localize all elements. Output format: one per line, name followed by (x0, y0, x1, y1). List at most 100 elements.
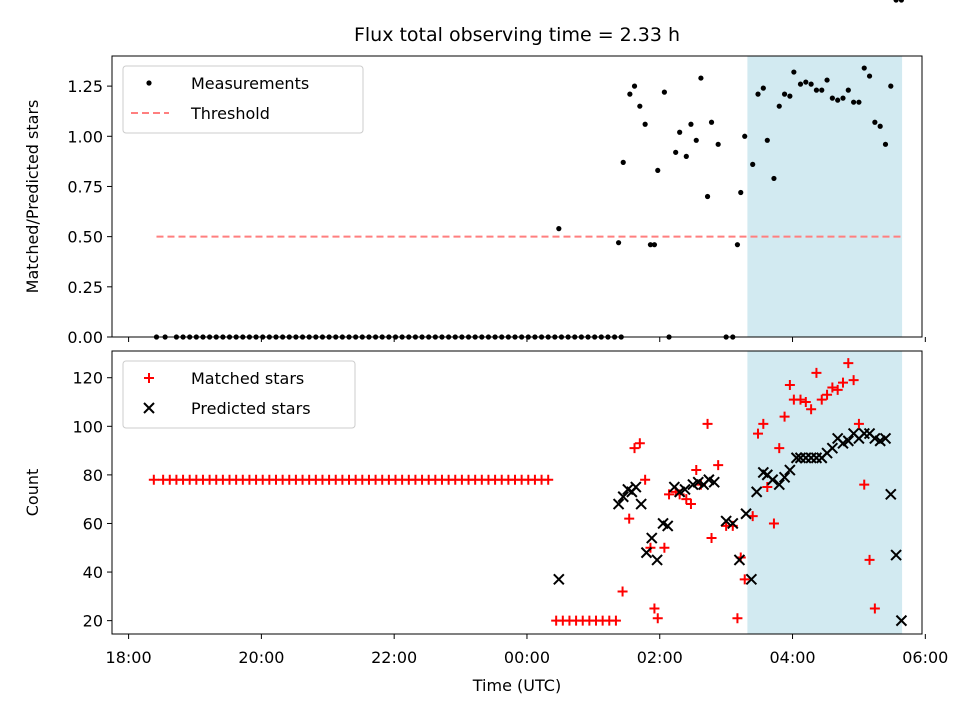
matched-star-point (617, 586, 628, 597)
matched-star-point (713, 460, 724, 471)
predicted-star-point (890, 549, 902, 561)
predicted-star-point (773, 478, 785, 491)
matched-star-point (806, 404, 817, 415)
matched-star-point (753, 428, 764, 439)
y-tick-label: 20 (83, 612, 103, 631)
matched-star-point (610, 615, 621, 626)
predicted-star-point (745, 573, 758, 586)
measurement-point (813, 87, 820, 93)
predicted-star-point (635, 498, 647, 510)
predicted-star-point (826, 442, 839, 454)
measurement-point (677, 129, 683, 135)
measurement-point (866, 73, 873, 79)
x-tick-label: 22:00 (371, 648, 417, 667)
matched-star-point (664, 489, 675, 500)
measurement-point (738, 189, 744, 196)
measurement-point (755, 91, 761, 97)
x-tick-label: 06:00 (902, 648, 948, 667)
predicted-star-point (640, 546, 653, 559)
legend: Measurements Threshold (122, 65, 364, 134)
legend-x-marker (143, 402, 155, 414)
measurement-point (651, 242, 658, 248)
legend-plus-marker (144, 373, 154, 383)
y-tick-label: 0.00 (67, 328, 103, 347)
measurement-point (898, 0, 905, 3)
predicted-star-point (879, 432, 892, 445)
matched-star-point (732, 613, 743, 624)
matched-star-point (691, 465, 702, 476)
matched-star-point (843, 358, 854, 369)
matched-star-point (864, 554, 875, 565)
measurement-point (829, 95, 835, 101)
matched-star-point (832, 384, 843, 395)
y-tick-label: 0.50 (67, 228, 103, 247)
chart-title: Flux total observing time = 2.33 h (354, 24, 680, 46)
matched-star-point (853, 418, 864, 429)
predicted-star-point (612, 498, 625, 510)
matched-star-point (649, 603, 660, 614)
legend-label: Predicted stars (191, 399, 311, 418)
measurement-point (888, 83, 894, 89)
matched-star-point (702, 418, 713, 429)
axes-frame (111, 350, 923, 635)
predicted-star-point (651, 554, 663, 566)
predicted-star-point (766, 474, 779, 486)
legend-label: Measurements (191, 74, 309, 93)
legend-dot-marker (146, 80, 152, 86)
predicted-star-point (842, 435, 855, 447)
measurement-point (877, 123, 883, 129)
measurement-point (708, 119, 715, 125)
matched-star-point (739, 574, 750, 585)
measurement-point (655, 167, 661, 174)
measurement-point (893, 0, 899, 3)
measurement-point (661, 89, 667, 95)
measurement-point (734, 242, 741, 248)
measurement-point (647, 242, 654, 248)
matched-star-point (848, 375, 859, 386)
matched-star-point (869, 603, 880, 614)
matched-star-point (758, 418, 769, 429)
matched-star-point (837, 377, 848, 388)
matched-star-point (652, 613, 663, 624)
legend-label: Matched stars (191, 369, 304, 388)
matched-star-point (706, 533, 717, 544)
matched-star-point (774, 443, 785, 454)
matched-star-point (827, 382, 838, 393)
predicted-star-point (740, 508, 752, 520)
y-tick-label: 40 (83, 563, 103, 582)
y-axis-label: Matched/Predicted stars (23, 100, 42, 294)
y-tick-label: 0.75 (67, 177, 103, 196)
matched-star-point (816, 394, 827, 405)
ratio-panel: 0.00 0.25 0.50 0.75 1.00 1.25 Matched/Predicte… (23, 0, 926, 347)
series-predicted-stars (553, 427, 908, 627)
measurement-point (835, 97, 841, 103)
matched-star-point (811, 367, 822, 378)
predicted-star-point (617, 491, 629, 503)
measurement-point (861, 65, 867, 71)
matched-star-point (800, 397, 811, 408)
predicted-star-point (662, 520, 674, 532)
measurement-point (819, 87, 825, 93)
predicted-star-point (630, 481, 642, 493)
y-tick-label: 60 (83, 514, 103, 533)
measurement-point (856, 99, 862, 105)
measurement-point (840, 95, 846, 101)
matched-star-point (685, 499, 696, 510)
y-tick-label: 80 (83, 466, 103, 485)
matched-star-point (634, 438, 645, 449)
x-tick-label: 00:00 (504, 648, 550, 667)
series-measurements (153, 0, 905, 340)
highlight-span (747, 56, 903, 337)
legend-box (122, 65, 364, 134)
predicted-star-point (733, 554, 746, 566)
matched-star-point (768, 518, 779, 529)
predicted-star-point (679, 483, 691, 496)
measurement-point (851, 99, 857, 105)
matched-star-point (148, 474, 159, 485)
measurement-point (698, 75, 704, 81)
measurement-point (631, 83, 638, 89)
legend-label: Threshold (190, 104, 270, 123)
matched-star-point (859, 479, 870, 490)
predicted-star-point (646, 532, 658, 544)
